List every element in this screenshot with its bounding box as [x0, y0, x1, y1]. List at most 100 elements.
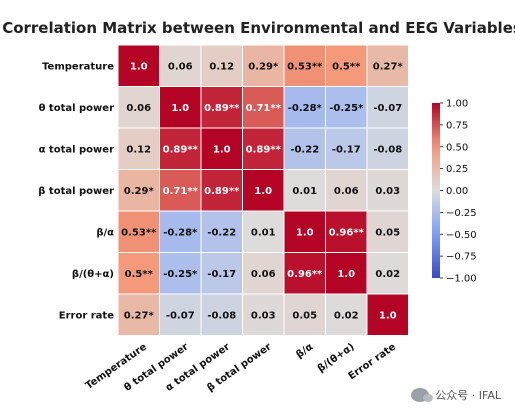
heatmap-cell: [200, 86, 243, 129]
cell-value-label: 0.27*: [373, 61, 404, 72]
cell-value-label: 0.53**: [287, 61, 323, 72]
cell-value-label: 0.27*: [124, 310, 155, 321]
cell-value-label: 0.96**: [329, 227, 365, 238]
cell-value-label: 0.5**: [125, 269, 154, 280]
row-label: Temperature: [42, 61, 114, 72]
cell-value-label: -0.17: [207, 269, 236, 280]
cell-value-label: 0.02: [375, 269, 400, 280]
cell-value-label: 0.06: [168, 61, 193, 72]
cell-value-label: -0.07: [373, 103, 402, 114]
row-label: θ total power: [39, 103, 114, 114]
cell-value-label: 0.01: [292, 186, 317, 197]
cell-value-label: 0.5**: [332, 61, 361, 72]
colorbar-tick-label: −0.50: [446, 230, 477, 241]
heatmap-cell: [283, 127, 326, 170]
heatmap-cell: [159, 44, 202, 87]
heatmap-cell: [366, 252, 409, 295]
heatmap-cell: [366, 293, 409, 336]
colorbar-gradient: [432, 103, 440, 278]
cell-value-label: -0.22: [290, 144, 319, 155]
cell-value-label: 1.0: [254, 186, 272, 197]
row-label: β total power: [38, 186, 114, 197]
cell-value-label: -0.08: [207, 310, 236, 321]
heatmap-cell: [117, 169, 160, 212]
heatmap-cell: [283, 252, 326, 295]
colorbar-tick-label: −0.75: [446, 252, 477, 263]
wechat-icon: [411, 388, 434, 402]
heatmap-cell: [366, 169, 409, 212]
cell-value-label: 0.03: [251, 310, 276, 321]
cell-value-label: -0.17: [332, 144, 361, 155]
cell-value-label: 1.0: [171, 103, 189, 114]
cell-value-label: 0.05: [292, 310, 317, 321]
cell-value-label: -0.28*: [288, 103, 323, 114]
cell-value-label: 0.12: [126, 144, 151, 155]
cell-value-label: 0.01: [251, 227, 276, 238]
cell-value-label: 0.29*: [124, 186, 155, 197]
colorbar-tick-label: 0.75: [446, 120, 468, 131]
cell-value-label: 1.0: [296, 227, 314, 238]
heatmap-cell: [366, 86, 409, 129]
cell-value-label: 1.0: [130, 61, 148, 72]
row-labels: Temperature θ total power α total power β t…: [38, 61, 114, 321]
cell-value-label: 0.29*: [248, 61, 279, 72]
heatmap-cell: [242, 127, 285, 170]
cell-value-label: 0.71**: [246, 103, 282, 114]
cell-value-label: 0.89**: [204, 103, 240, 114]
heatmap-cell: [325, 169, 368, 212]
heatmap-cell: [283, 293, 326, 336]
cell-value-label: 0.71**: [163, 186, 199, 197]
row-label: β/(θ+α): [72, 269, 114, 280]
cell-value-label: 0.06: [334, 186, 359, 197]
heatmap-cell: [283, 86, 326, 129]
heatmap-cell: [159, 127, 202, 170]
colorbar: 1.00 0.75 0.50 0.25 0.00 −0.25 −0.50 −0.75 −1.00: [432, 99, 477, 285]
heatmap-cell: [200, 127, 243, 170]
cell-value-label: -0.28*: [163, 227, 198, 238]
heatmap-cell: [117, 210, 160, 253]
column-label: β/α: [294, 341, 315, 360]
heatmap-cell: [200, 210, 243, 253]
cell-value-label: 0.89**: [246, 144, 282, 155]
cell-value-label: 0.06: [126, 103, 151, 114]
heatmap-cell: [325, 293, 368, 336]
cell-value-label: 0.96**: [287, 269, 323, 280]
cell-value-label: 0.53**: [121, 227, 157, 238]
cell-value-label: -0.07: [166, 310, 195, 321]
cell-value-label: 0.03: [375, 186, 400, 197]
cell-value-label: 1.0: [379, 310, 397, 321]
colorbar-tick-label: 0.25: [446, 164, 468, 175]
cell-value-label: -0.25*: [163, 269, 198, 280]
colorbar-tick-label: 1.00: [446, 99, 468, 110]
heatmap-cell: [200, 293, 243, 336]
cell-value-label: -0.22: [207, 227, 236, 238]
cell-value-label: -0.25*: [329, 103, 364, 114]
heatmap-cell: [242, 293, 285, 336]
colorbar-tick-label: 0.50: [446, 142, 468, 153]
cell-value-label: 0.05: [375, 227, 400, 238]
heatmap-cell: [159, 252, 202, 295]
heatmap-cell: [117, 44, 160, 87]
heatmap-cells: 1.0 0.06 0.12 0.29* 0.53** 0.5** 0.27* 0.06 1.0 0…: [117, 44, 409, 336]
cell-value-label: -0.08: [373, 144, 402, 155]
cell-value-label: 1.0: [337, 269, 355, 280]
cell-value-label: 1.0: [213, 144, 231, 155]
chart-title: Correlation Matrix between Environmental…: [2, 19, 515, 37]
watermark-text: 公众号 · IFAL: [435, 389, 501, 402]
colorbar-tick-label: −1.00: [446, 274, 477, 285]
heatmap-cell: [366, 127, 409, 170]
colorbar-tick-label: −0.25: [446, 208, 477, 219]
heatmap-cell: [325, 44, 368, 87]
colorbar-tick-label: 0.00: [446, 186, 468, 197]
heatmap-cell: [325, 127, 368, 170]
heatmap-cell: [117, 252, 160, 295]
heatmap-cell: [117, 86, 160, 129]
heatmap-cell: [159, 169, 202, 212]
watermark: 公众号 · IFAL: [411, 387, 501, 403]
row-label: β/α: [96, 227, 114, 238]
row-label: α total power: [39, 144, 114, 155]
cell-value-label: 0.12: [209, 61, 234, 72]
cell-value-label: 0.89**: [163, 144, 199, 155]
